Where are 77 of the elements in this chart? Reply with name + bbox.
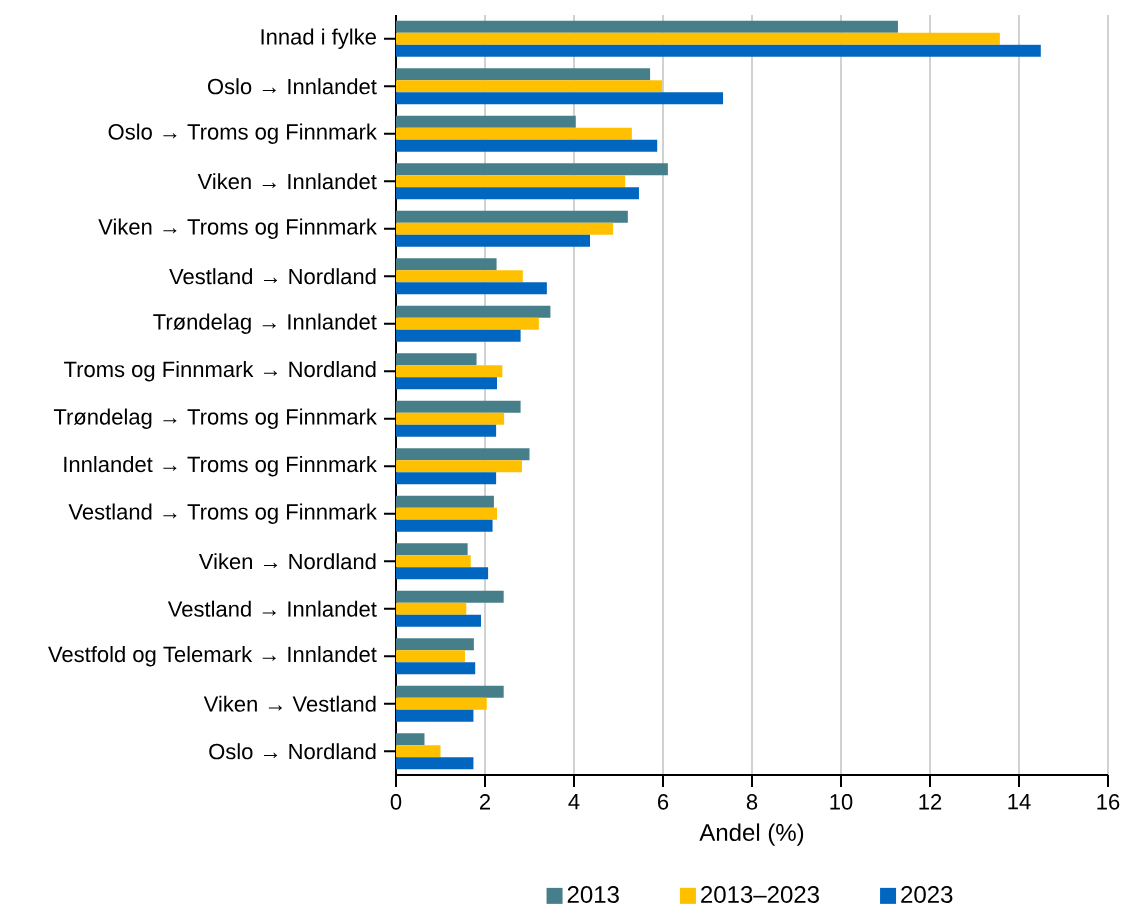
y-tick-label: Oslo → Troms og Finnmark <box>108 123 377 144</box>
bar <box>396 507 498 520</box>
bar <box>396 543 468 556</box>
y-tick-label: Troms og Finnmark → Nordland <box>64 361 376 382</box>
bar <box>396 222 614 235</box>
bar <box>396 567 489 580</box>
y-tick-label: Oslo → Nordland <box>209 743 376 760</box>
y-tick-label: Trøndelag → Innlandet <box>153 313 377 334</box>
bar <box>396 412 505 425</box>
x-tick-label: 12 <box>919 794 942 810</box>
x-tick-label: 16 <box>1097 794 1120 810</box>
bar <box>396 590 504 603</box>
y-tick-label: Oslo → Innlandet <box>207 78 377 95</box>
x-tick-label: 4 <box>568 794 580 810</box>
x-tick-label: 14 <box>1008 794 1031 810</box>
bar <box>396 127 632 140</box>
bar <box>396 210 628 223</box>
bar <box>396 365 503 378</box>
bar <box>396 555 471 568</box>
y-tick-label: Vestland → Innlandet <box>167 600 377 617</box>
y-tick-label: Vestland → Nordland <box>169 268 376 285</box>
bar <box>396 139 658 152</box>
bar <box>396 163 668 176</box>
bar <box>396 20 898 33</box>
bar <box>396 448 530 461</box>
bar <box>396 175 626 188</box>
bar <box>396 662 476 675</box>
bar <box>396 472 497 485</box>
x-tick-label: 2 <box>479 794 491 810</box>
bar <box>396 258 497 271</box>
bar <box>396 305 551 318</box>
y-tick-label: Viken → Troms og Finnmark <box>98 218 377 239</box>
x-tick-label: 8 <box>746 794 758 810</box>
y-tick-label: Viken → Innlandet <box>197 173 377 190</box>
y-tick-label: Viken → Vestland <box>203 695 376 712</box>
bar <box>396 68 651 81</box>
bar <box>396 115 576 128</box>
y-tick-label: Innlandet → Troms og Finnmark <box>64 456 377 477</box>
bar <box>396 638 474 651</box>
x-tick-label: 0 <box>390 794 402 810</box>
bar <box>396 377 498 390</box>
bar <box>396 733 425 746</box>
bar <box>396 697 487 710</box>
bar <box>396 424 497 437</box>
bar <box>396 234 591 247</box>
bar <box>396 44 1041 57</box>
bar <box>396 519 493 532</box>
bar <box>396 709 474 722</box>
legend-label: 2013–2023 <box>701 886 819 903</box>
bar <box>396 270 523 283</box>
y-tick-label: Viken → Nordland <box>198 553 376 570</box>
bar <box>396 92 724 105</box>
x-tick-label: 10 <box>830 794 853 810</box>
y-tick-label: Vestfold og Telemark → Innlandet <box>48 646 377 667</box>
bar <box>396 282 547 295</box>
x-axis-title: Andel (%) <box>699 823 804 846</box>
bar <box>396 495 494 508</box>
bar <box>396 353 477 366</box>
bar <box>396 80 663 93</box>
bar <box>396 317 539 330</box>
bar <box>396 757 474 770</box>
bar <box>396 400 521 413</box>
legend-label: 2013 <box>567 886 619 903</box>
legend-label: 2023 <box>901 886 953 903</box>
y-tick-label: Trøndelag → Troms og Finnmark <box>53 408 377 429</box>
y-tick-label: Innad i fylke <box>261 28 376 49</box>
bar <box>396 32 1000 45</box>
bar <box>396 602 467 615</box>
bar <box>396 614 481 627</box>
bar <box>396 745 441 758</box>
bar <box>396 460 522 473</box>
bar <box>396 650 465 663</box>
bar <box>396 187 639 200</box>
x-tick-label: 6 <box>658 794 669 810</box>
bar <box>396 685 504 698</box>
y-tick-label: Vestland → Troms og Finnmark <box>68 503 377 524</box>
bar <box>396 329 521 342</box>
